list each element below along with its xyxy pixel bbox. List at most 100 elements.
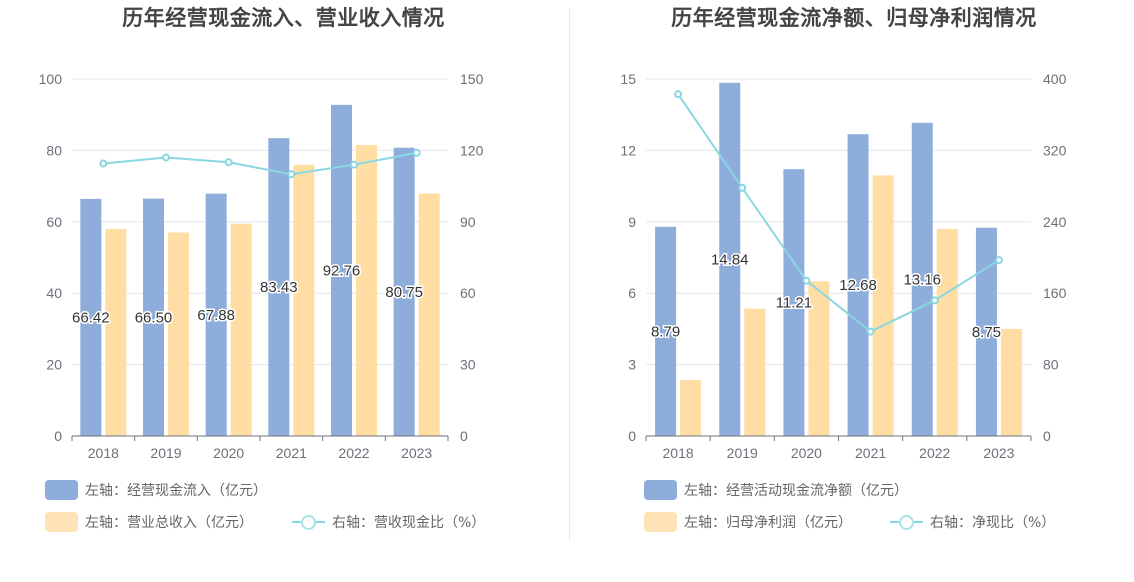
bar-data-label: 67.88 bbox=[197, 307, 235, 324]
y-right-tick-label: 90 bbox=[460, 214, 476, 230]
x-tick-label: 2019 bbox=[727, 445, 758, 461]
legend-label: 右轴：营收现金比（%） bbox=[332, 515, 486, 531]
x-tick-label: 2018 bbox=[88, 445, 119, 461]
y-right-tick-label: 120 bbox=[460, 142, 484, 158]
y-right-tick-label: 240 bbox=[1043, 214, 1067, 230]
line-point bbox=[866, 327, 875, 336]
y-left-tick-label: 60 bbox=[46, 214, 62, 230]
x-tick-label: 2019 bbox=[150, 445, 181, 461]
bar-data-label: 80.75 bbox=[385, 284, 423, 301]
bar-data-label: 66.42 bbox=[72, 309, 110, 326]
y-right-tick-label: 60 bbox=[460, 285, 476, 301]
y-left-tick-label: 100 bbox=[39, 71, 63, 87]
y-left-tick-label: 0 bbox=[54, 428, 62, 444]
x-tick-label: 2020 bbox=[213, 445, 244, 461]
line-point bbox=[930, 296, 939, 305]
legend-item-cash-ratio[interactable]: 右轴：营收现金比（%） bbox=[292, 512, 485, 532]
line-point bbox=[224, 158, 233, 167]
y-left-tick-label: 20 bbox=[46, 357, 62, 373]
x-tick-label: 2018 bbox=[663, 445, 694, 461]
line-point bbox=[802, 276, 811, 285]
line-point bbox=[412, 148, 421, 157]
line-point bbox=[738, 183, 747, 192]
y-left-tick-label: 9 bbox=[628, 214, 636, 230]
y-left-tick-label: 15 bbox=[620, 71, 636, 87]
bar-series-1 bbox=[655, 226, 677, 436]
y-right-tick-label: 160 bbox=[1043, 285, 1067, 301]
bar-series-1 bbox=[331, 104, 352, 436]
x-tick-label: 2023 bbox=[983, 445, 1014, 461]
legend-item-net-profit[interactable]: 左轴：归母净利润（亿元） bbox=[644, 512, 852, 532]
bar-data-label: 92.76 bbox=[323, 262, 361, 279]
y-left-tick-label: 6 bbox=[628, 285, 636, 301]
line-point bbox=[994, 256, 1003, 265]
bar-series-2 bbox=[744, 308, 766, 436]
bar-series-1 bbox=[205, 193, 227, 436]
left-chart-panel: 历年经营现金流入、营业收入情况 0 20 40 60 80 100 0 30 60 90 120 15… bbox=[39, 6, 485, 532]
y-left-tick-label: 40 bbox=[46, 285, 62, 301]
legend-item-cash-inflow[interactable]: 左轴：经营现金流入（亿元） bbox=[45, 480, 267, 500]
legend-label: 左轴：经营现金流入（亿元） bbox=[85, 483, 267, 499]
x-tick-label: 2021 bbox=[855, 445, 886, 461]
x-tick-label: 2022 bbox=[919, 445, 950, 461]
y-right-tick-label: 0 bbox=[1043, 428, 1051, 444]
bar-series-1 bbox=[911, 122, 933, 437]
bar-series-2 bbox=[356, 145, 377, 437]
line-point bbox=[287, 170, 296, 179]
y-left-tick-label: 3 bbox=[628, 357, 636, 373]
bar-series-1 bbox=[80, 198, 102, 436]
bar-series-1 bbox=[783, 169, 805, 436]
y-left-tick-label: 0 bbox=[628, 428, 636, 444]
x-tick-label: 2023 bbox=[401, 445, 432, 461]
bar-series-1 bbox=[143, 198, 164, 436]
bar-series-2 bbox=[168, 232, 189, 436]
y-right-tick-label: 320 bbox=[1043, 142, 1067, 158]
legend-label: 左轴：归母净利润（亿元） bbox=[684, 515, 852, 531]
legend-label: 左轴：营业总收入（亿元） bbox=[85, 515, 253, 531]
line-series bbox=[677, 93, 1000, 333]
bar-data-label: 12.68 bbox=[839, 277, 877, 294]
bar-data-label: 13.16 bbox=[903, 271, 941, 288]
legend-item-net-cash-ratio[interactable]: 右轴：净现比（%） bbox=[890, 512, 1055, 532]
legend-item-net-cash-flow[interactable]: 左轴：经营活动现金流净额（亿元） bbox=[644, 480, 908, 500]
bar-series-2 bbox=[1000, 328, 1022, 436]
legend-line-circle-icon bbox=[890, 512, 923, 532]
x-tick-label: 2021 bbox=[276, 445, 307, 461]
chart-title: 历年经营现金流净额、归母净利润情况 bbox=[671, 6, 1037, 30]
bar-data-label: 66.50 bbox=[135, 309, 173, 326]
legend-bar-blue-icon bbox=[45, 480, 78, 500]
chart-title: 历年经营现金流入、营业收入情况 bbox=[122, 6, 445, 30]
bar-series-1 bbox=[719, 82, 741, 437]
legend-label: 左轴：经营活动现金流净额（亿元） bbox=[684, 483, 908, 499]
y-left-tick-label: 80 bbox=[46, 142, 62, 158]
bar-series-2 bbox=[872, 175, 894, 436]
line-series bbox=[103, 151, 417, 176]
bar-series-1 bbox=[393, 147, 415, 436]
legend-bar-blue-icon bbox=[644, 480, 677, 500]
bar-series-1 bbox=[847, 134, 869, 436]
bar-data-label: 11.21 bbox=[776, 295, 812, 312]
bar-series-2 bbox=[680, 380, 702, 436]
bar-series-2 bbox=[105, 228, 127, 436]
legend-label: 右轴：净现比（%） bbox=[930, 515, 1056, 531]
x-tick-label: 2022 bbox=[338, 445, 369, 461]
legend-item-revenue[interactable]: 左轴：营业总收入（亿元） bbox=[45, 512, 253, 532]
bar-series-1 bbox=[268, 138, 290, 436]
line-point bbox=[162, 153, 170, 162]
line-point bbox=[350, 160, 358, 169]
bar-data-label: 8.75 bbox=[972, 324, 1001, 341]
y-right-tick-label: 0 bbox=[460, 428, 468, 444]
y-left-tick-label: 12 bbox=[620, 142, 636, 158]
legend-bar-orange-icon bbox=[45, 512, 78, 532]
bar-data-label: 14.84 bbox=[711, 251, 749, 268]
y-right-tick-label: 30 bbox=[460, 357, 476, 373]
bar-data-label: 8.79 bbox=[651, 323, 680, 340]
line-point bbox=[674, 90, 683, 99]
x-tick-label: 2020 bbox=[791, 445, 822, 461]
right-chart-panel: 历年经营现金流净额、归母净利润情况 0 3 6 9 12 15 0 80 160 240 320 40… bbox=[574, 0, 1134, 582]
line-point bbox=[99, 159, 108, 168]
net-cash-flow-profit-chart: 0 3 6 9 12 15 0 80 160 240 320 400 2018 2019 2020 2021 2… bbox=[620, 71, 1067, 461]
bar-data-label: 83.43 bbox=[260, 279, 298, 296]
y-right-tick-label: 150 bbox=[460, 71, 484, 87]
y-right-tick-label: 400 bbox=[1043, 71, 1067, 87]
